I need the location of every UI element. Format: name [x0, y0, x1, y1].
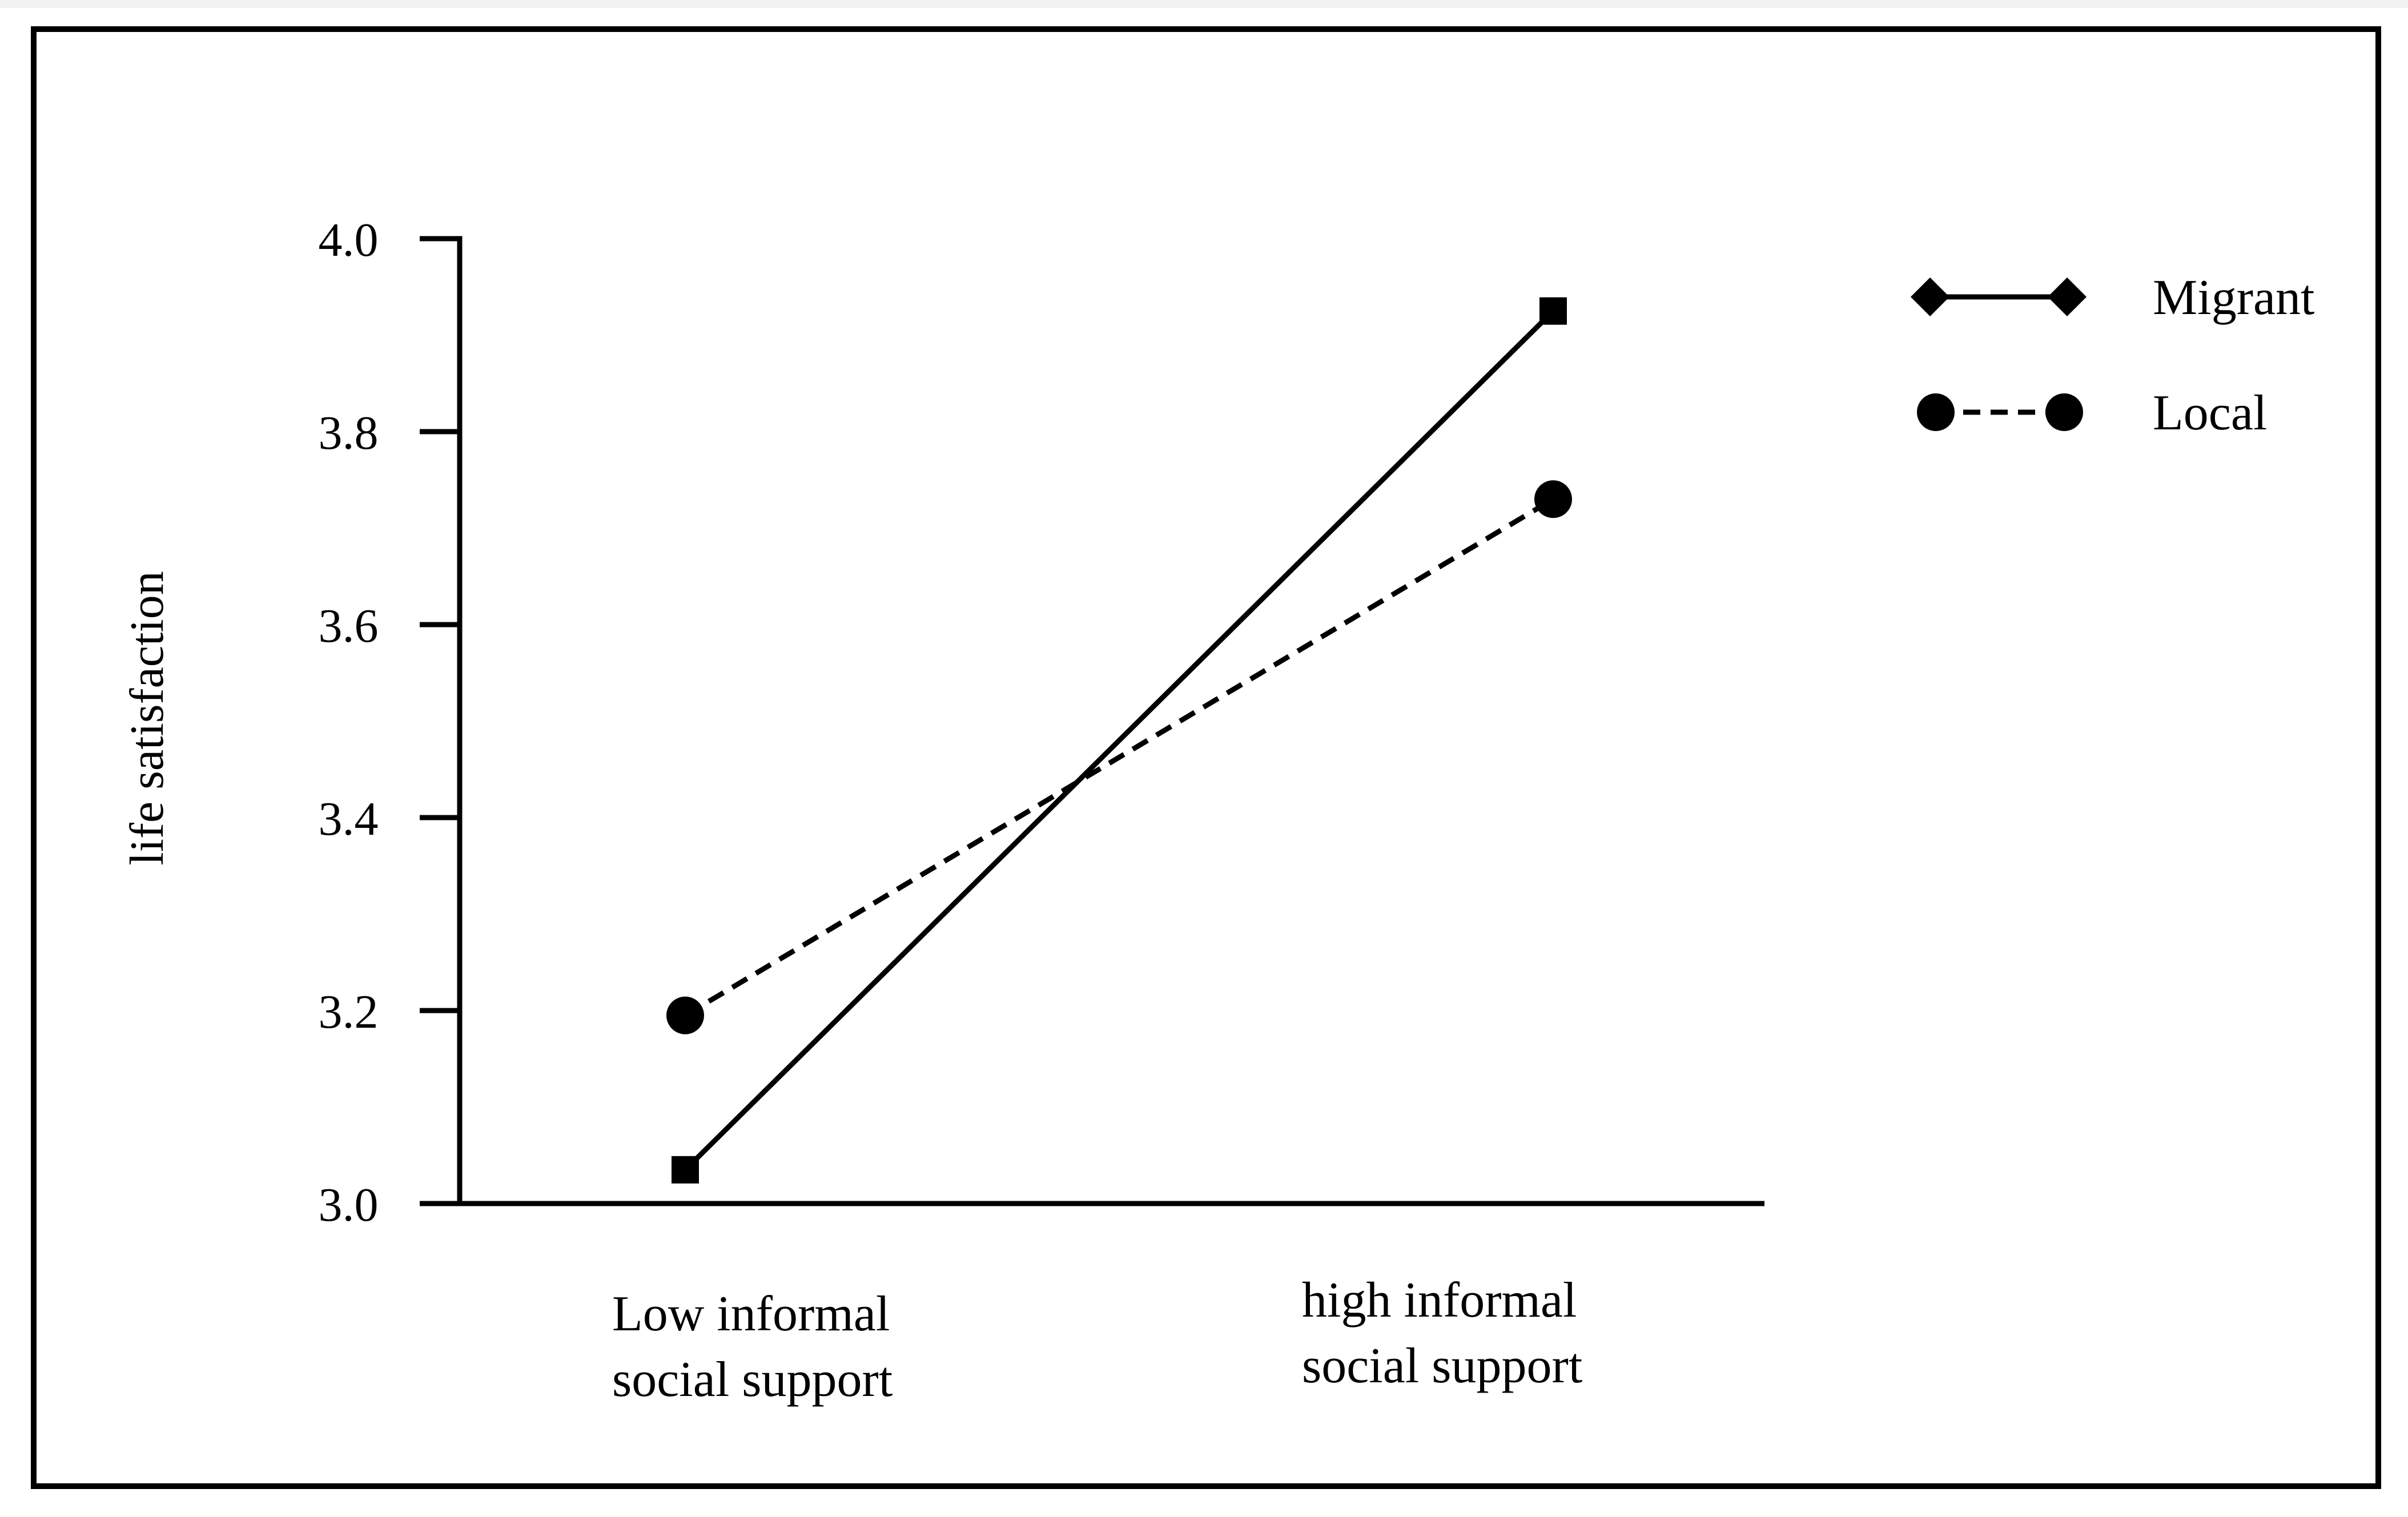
series-local [666, 480, 1572, 1035]
y-tick-label: 3.6 [319, 599, 379, 653]
x-category-label-line: social support [1302, 1338, 1582, 1394]
series-line [683, 309, 1555, 1172]
legend-entry-migrant: Migrant [1911, 270, 2315, 325]
x-category-label: Low informal social support [612, 1286, 893, 1407]
data-point-circle [666, 996, 704, 1035]
legend-marker [2045, 393, 2083, 431]
x-category-label-line: social support [612, 1352, 893, 1407]
data-point-square [672, 1156, 699, 1184]
x-category-label-line: high informal [1302, 1273, 1577, 1328]
series-line [684, 497, 1555, 1018]
legend-marker [1917, 393, 1955, 431]
data-point-circle [1534, 480, 1572, 518]
y-tick-label: 3.0 [319, 1178, 379, 1232]
legend-entry-local: Local [1917, 385, 2267, 441]
legend-label: Migrant [2153, 270, 2315, 325]
x-category-label-line: Low informal [612, 1286, 890, 1342]
top-strip [0, 0, 2408, 8]
x-category-label: high informal social support [1302, 1273, 1582, 1394]
y-tick-label: 3.8 [319, 407, 379, 460]
y-tick-label: 3.2 [319, 985, 379, 1039]
data-point-square [1539, 297, 1567, 325]
figure-frame [31, 26, 2381, 1489]
legend: Migrant Local [1911, 270, 2315, 441]
y-tick-label: 4.0 [319, 214, 379, 267]
y-axis-label: life satisfaction [120, 571, 174, 865]
legend-label: Local [2153, 385, 2267, 441]
y-tick-label: 3.4 [319, 792, 379, 846]
series-migrant [672, 297, 1567, 1184]
series-layer [666, 297, 1572, 1184]
legend-marker [1911, 277, 1949, 316]
axes: 3.0 3.2 3.4 3.6 3.8 4.0 life satisfaction Low i… [120, 214, 1764, 1407]
legend-marker [2048, 277, 2087, 316]
